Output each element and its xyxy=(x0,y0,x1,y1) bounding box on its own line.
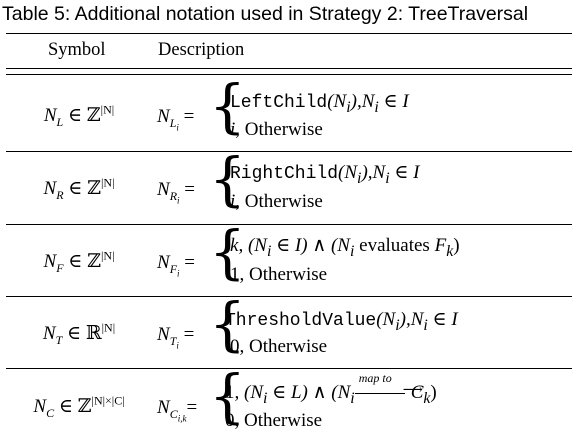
description-class: NCi,k= { 1, (Ni ∈ L) ∧ (Ni map to ⟶ Ck) 0, … xyxy=(157,362,437,431)
symbol-threshold: NT ∈ ℝ|N| xyxy=(42,320,116,347)
description-feature: NFi = { k, (Ni ∈ I) ∧ (Ni evaluates Fk) … xyxy=(157,218,460,286)
left-brace: { xyxy=(209,290,246,358)
row-rule-2 xyxy=(6,224,572,225)
description-threshold: NTi = { ThresholdValue(Ni),Ni ∈ I 0, Oth… xyxy=(157,290,458,358)
symbol-right-child: NR ∈ ℤ|N| xyxy=(43,175,115,202)
row-rule-1 xyxy=(6,151,572,152)
header-rule-2 xyxy=(6,74,572,75)
description-right-child: NRi = { RightChild(Ni),Ni ∈ I i, Otherwi… xyxy=(157,145,420,213)
symbol-class: NC ∈ ℤ|N|×|C| xyxy=(33,393,125,420)
description-left-child: NLi = { LeftChild(Ni),Ni ∈ I i, Otherwis… xyxy=(157,72,409,140)
map-to-arrow: map to ⟶ xyxy=(354,371,423,401)
left-brace: { xyxy=(209,72,246,140)
left-brace: { xyxy=(209,218,246,286)
row-rule-4 xyxy=(6,368,572,369)
header-rule-1 xyxy=(6,68,572,69)
symbol-left-child: NL ∈ ℤ|N| xyxy=(43,102,115,129)
top-rule xyxy=(6,33,572,34)
table-caption: Table 5: Additional notation used in Str… xyxy=(2,3,529,25)
header-description: Description xyxy=(158,40,245,60)
row-rule-3 xyxy=(6,296,572,297)
header-symbol: Symbol xyxy=(48,40,106,60)
symbol-feature: NF ∈ ℤ|N| xyxy=(43,248,115,275)
left-brace: { xyxy=(209,362,246,430)
left-brace: { xyxy=(209,145,246,213)
